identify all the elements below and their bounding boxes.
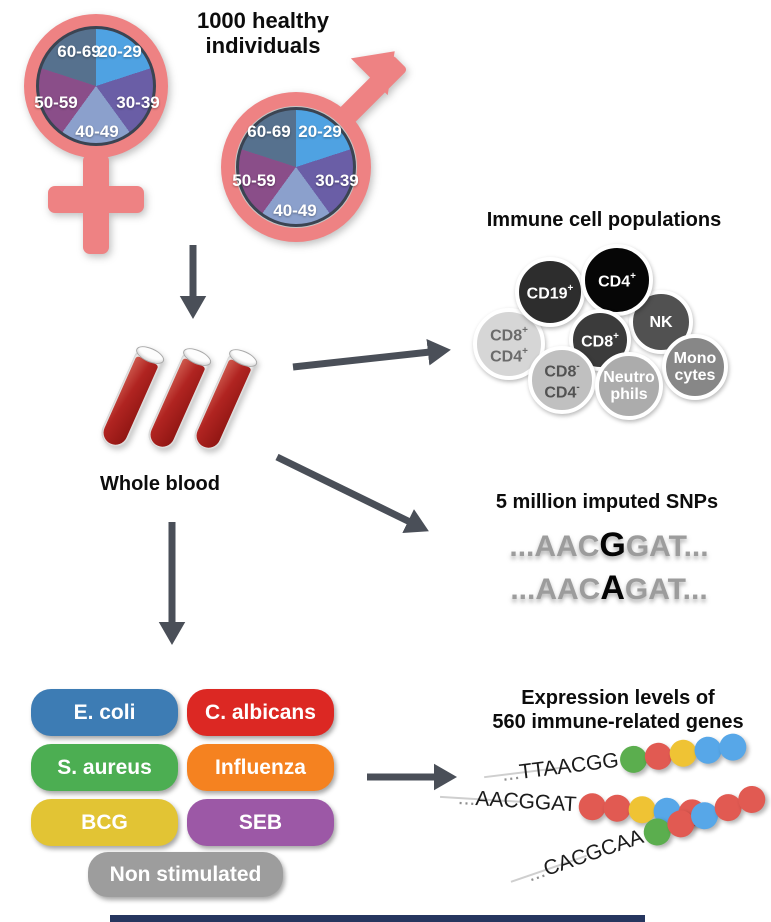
strand-sequence: AACGGAT <box>474 787 578 817</box>
yellow-bead-icon <box>668 737 699 768</box>
cell-label-line: CD4+ <box>598 271 636 291</box>
snp-sequence-line: ...AACAGAT... <box>454 570 764 608</box>
snp-suffix: GAT... <box>624 573 708 606</box>
snp-variant-allele: G <box>599 526 626 564</box>
red-bead-icon <box>602 793 632 823</box>
main-title-line2: individuals <box>205 33 321 58</box>
age-group-label: 60-69 <box>247 122 291 141</box>
stimulus-label: S. aureus <box>57 755 152 779</box>
stimulus-label: E. coli <box>73 700 136 724</box>
female-cross-horizontal <box>48 186 144 213</box>
immune-cell-circle: CD4+ <box>581 244 653 316</box>
cell-label-line: CD8- <box>544 360 580 380</box>
stimulus-label: BCG <box>81 810 128 834</box>
immune-cell-circle: Neutro phils <box>595 352 663 420</box>
immune-cell-circle: CD8- CD4- <box>528 346 596 414</box>
stimulus-label: C. albicans <box>205 700 316 724</box>
snp-prefix: ...AAC <box>509 530 600 563</box>
cell-label-line: CD8+ <box>581 331 619 351</box>
age-group-label: 40-49 <box>273 201 317 220</box>
cell-label-line: NK <box>649 313 673 331</box>
strand-sequence: TTAACGG <box>517 748 620 784</box>
expression-title: Expression levels of 560 immune-related … <box>462 686 771 734</box>
cell-label-line: CD4+ <box>490 346 528 366</box>
blue-bead-icon <box>718 731 749 762</box>
blood-tubes <box>95 340 275 470</box>
main-title-line1: 1000 healthy <box>196 8 330 33</box>
stimulus-label: SEB <box>238 810 283 834</box>
strand-sequence: CACGCAA <box>540 825 647 881</box>
snp-prefix: ...AAC <box>510 573 601 606</box>
snp-suffix: GAT... <box>625 530 709 563</box>
whole-blood-label: Whole blood <box>100 473 220 495</box>
green-bead-icon <box>618 743 650 774</box>
arrow-blood-to-cells <box>292 339 451 371</box>
stimulus-pill: SEB <box>187 799 334 846</box>
stimulus-pill: S. aureus <box>31 744 178 791</box>
cell-label-line: Neutro <box>603 369 655 386</box>
stimulus-pill: C. albicans <box>187 689 334 736</box>
expression-title-line2: 560 immune-related genes <box>492 711 744 733</box>
cell-label-line: Mono <box>673 350 717 367</box>
male-symbol-icon: 20-29 30-39 40-49 50-59 60-69 <box>216 30 431 250</box>
cell-label-line: phils <box>610 386 648 403</box>
stimulus-label: Non stimulated <box>109 862 262 886</box>
female-age-pie-chart <box>36 26 156 146</box>
age-group-label: 30-39 <box>315 171 359 190</box>
immune-cells-title: Immune cell populations <box>486 209 722 231</box>
age-group-label: 50-59 <box>34 93 78 112</box>
stimulus-pill: Influenza <box>187 744 334 791</box>
arrow-blood-to-snps <box>275 453 429 534</box>
cell-label-line: CD4- <box>544 382 580 402</box>
age-group-label: 50-59 <box>232 171 276 190</box>
age-group-label: 20-29 <box>98 42 142 61</box>
gene-strand: ... TTAACGG <box>500 731 749 789</box>
age-group-label: 40-49 <box>75 122 119 141</box>
immune-cell-cluster: CD8+ CD4+ CD19+ NK CD4+ CD8+ Mono cytes CD8- CD4-… <box>465 240 765 435</box>
expression-title-line1: Expression levels of <box>521 687 715 709</box>
age-group-label: 30-39 <box>116 93 160 112</box>
snp-sequence-line: ...AACGGAT... <box>454 527 764 565</box>
stimulus-pill: E. coli <box>31 689 178 736</box>
immune-cell-circle: Mono cytes <box>662 334 728 400</box>
strand-dots: ... <box>457 786 477 811</box>
immune-cell-circle: CD19+ <box>515 257 585 327</box>
red-bead-icon <box>643 740 674 771</box>
blue-bead-icon <box>693 734 724 765</box>
stimuli-panel: E. coli C. albicans S. aureus Influenza … <box>31 689 381 901</box>
age-group-label: 60-69 <box>57 42 101 61</box>
cell-label-line: CD8+ <box>490 324 528 344</box>
female-symbol-icon: 20-29 30-39 40-49 50-59 60-69 <box>14 6 194 256</box>
male-age-pie-chart <box>236 107 356 227</box>
age-group-label: 20-29 <box>298 122 342 141</box>
main-title: 1000 healthy individuals <box>168 8 358 58</box>
stimulus-pill: Non stimulated <box>88 852 283 897</box>
cell-label-line: cytes <box>674 367 716 384</box>
stimulus-label: Influenza <box>214 755 306 779</box>
stimulus-pill: BCG <box>31 799 178 846</box>
snp-variant-allele: A <box>600 569 625 607</box>
red-bead-icon <box>577 791 607 821</box>
bottom-bar <box>110 915 645 922</box>
snps-title: 5 million imputed SNPs <box>495 491 719 513</box>
cell-label-line: CD19+ <box>526 283 574 303</box>
